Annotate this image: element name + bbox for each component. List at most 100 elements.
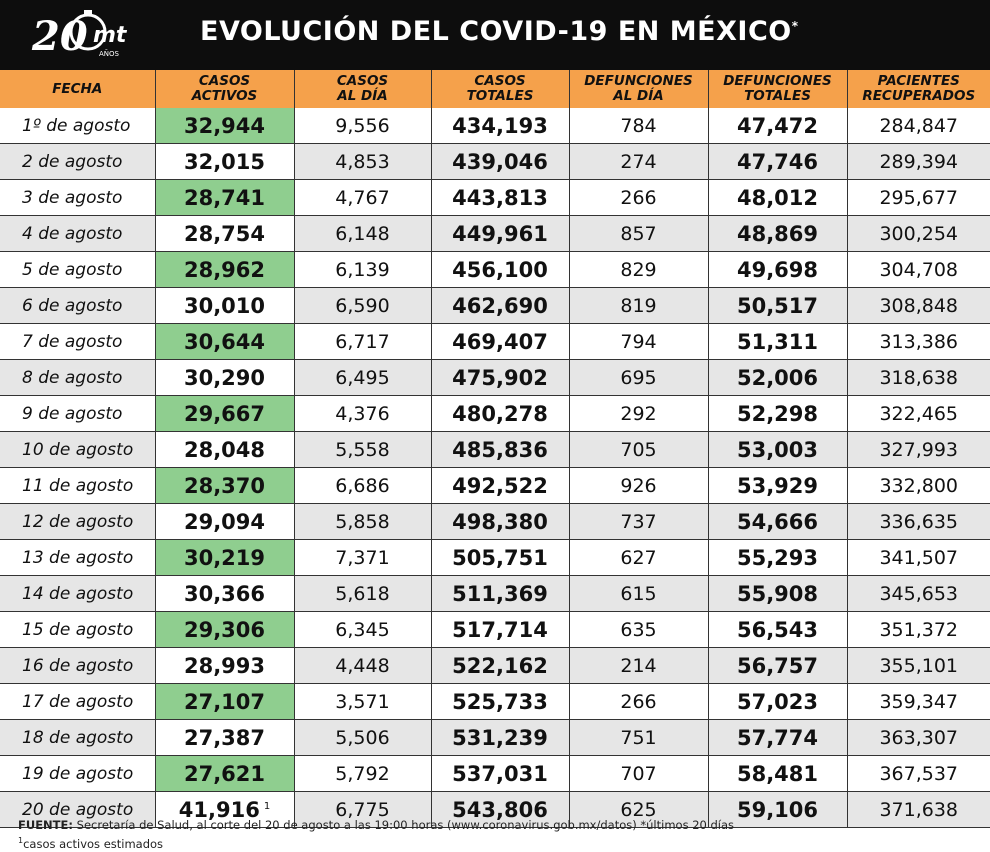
cell-value: 29,306 (184, 618, 265, 642)
cell-casos-totales: 475,902 (431, 360, 569, 396)
cell-defunciones-totales: 49,698 (708, 252, 847, 288)
cell-value: 292 (620, 403, 656, 425)
cell-value: 47,472 (737, 114, 818, 138)
cell-value: 47,746 (737, 150, 818, 174)
cell-value: 737 (620, 511, 656, 533)
cell-value: 6,717 (335, 331, 389, 353)
cell-casos-al-dia: 6,148 (294, 216, 431, 252)
cell-value: 3 de agosto (22, 188, 122, 208)
cell-value: 5,792 (335, 763, 389, 785)
cell-fecha: 12 de agosto (0, 504, 155, 540)
column-header-line: DEFUNCIONES (570, 74, 708, 89)
cell-value: 29,094 (184, 510, 265, 534)
cell-casos-al-dia: 7,371 (294, 540, 431, 576)
cell-value: 13 de agosto (22, 548, 133, 568)
cell-value: 7,371 (335, 547, 389, 569)
cell-casos-activos: 28,048 (155, 432, 294, 468)
cell-casos-activos: 30,010 (155, 288, 294, 324)
cell-value: 30,219 (184, 546, 265, 570)
estimate-marker: 1 (264, 801, 270, 812)
cell-casos-activos: 30,644 (155, 324, 294, 360)
cell-defunciones-al-dia: 926 (569, 468, 708, 504)
column-header-fecha: FECHA (0, 70, 155, 108)
cell-defunciones-totales: 52,006 (708, 360, 847, 396)
cell-value: 443,813 (452, 186, 548, 210)
cell-value: 525,733 (452, 690, 548, 714)
cell-fecha: 7 de agosto (0, 324, 155, 360)
cell-pacientes-recuperados: 355,101 (847, 648, 990, 684)
cell-value: 4,448 (335, 655, 389, 677)
cell-casos-totales: 492,522 (431, 468, 569, 504)
cell-fecha: 13 de agosto (0, 540, 155, 576)
cell-value: 475,902 (452, 366, 548, 390)
title-mark: * (792, 19, 799, 33)
cell-value: 5,858 (335, 511, 389, 533)
cell-value: 829 (620, 259, 656, 281)
cell-casos-totales: 505,751 (431, 540, 569, 576)
cell-defunciones-totales: 53,929 (708, 468, 847, 504)
cell-value: 49,698 (737, 258, 818, 282)
cell-value: 11 de agosto (22, 476, 133, 496)
cell-defunciones-totales: 58,481 (708, 756, 847, 792)
cell-casos-totales: 439,046 (431, 144, 569, 180)
cell-casos-totales: 469,407 (431, 324, 569, 360)
cell-value: 30,366 (184, 582, 265, 606)
cell-fecha: 8 de agosto (0, 360, 155, 396)
column-header-line: AL DÍA (295, 89, 431, 104)
cell-casos-totales: 511,369 (431, 576, 569, 612)
cell-value: 56,543 (737, 618, 818, 642)
cell-pacientes-recuperados: 322,465 (847, 396, 990, 432)
cell-fecha: 3 de agosto (0, 180, 155, 216)
cell-value: 16 de agosto (22, 656, 133, 676)
cell-value: 55,908 (737, 582, 818, 606)
cell-value: 52,298 (737, 402, 818, 426)
cell-defunciones-totales: 48,869 (708, 216, 847, 252)
cell-fecha: 16 de agosto (0, 648, 155, 684)
cell-fecha: 9 de agosto (0, 396, 155, 432)
cell-pacientes-recuperados: 318,638 (847, 360, 990, 396)
cell-value: 511,369 (452, 582, 548, 606)
cell-value: 313,386 (879, 331, 958, 353)
cell-casos-activos: 28,741 (155, 180, 294, 216)
cell-value: 30,010 (184, 294, 265, 318)
logo-number: 20 (31, 13, 88, 60)
cell-value: 5 de agosto (22, 260, 122, 280)
cell-casos-al-dia: 6,686 (294, 468, 431, 504)
cell-value: 517,714 (452, 618, 548, 642)
cell-fecha: 17 de agosto (0, 684, 155, 720)
cell-value: 705 (620, 439, 656, 461)
cell-defunciones-al-dia: 695 (569, 360, 708, 396)
cell-value: 6,139 (335, 259, 389, 281)
column-header-line: RECUPERADOS (848, 89, 990, 104)
cell-value: 351,372 (879, 619, 958, 641)
cell-defunciones-totales: 54,666 (708, 504, 847, 540)
cell-value: 627 (620, 547, 656, 569)
cell-defunciones-totales: 55,293 (708, 540, 847, 576)
cell-casos-al-dia: 4,376 (294, 396, 431, 432)
cell-casos-al-dia: 6,590 (294, 288, 431, 324)
cell-pacientes-recuperados: 363,307 (847, 720, 990, 756)
cell-value: 6,495 (335, 367, 389, 389)
cell-value: 48,012 (737, 186, 818, 210)
cell-value: 18 de agosto (22, 728, 133, 748)
cell-casos-al-dia: 9,556 (294, 108, 431, 144)
cell-value: 434,193 (452, 114, 548, 138)
cell-casos-activos: 28,370 (155, 468, 294, 504)
cell-value: 51,311 (737, 330, 818, 354)
cell-casos-totales: 462,690 (431, 288, 569, 324)
cell-casos-totales: 517,714 (431, 612, 569, 648)
cell-value: 505,751 (452, 546, 548, 570)
cell-casos-totales: 522,162 (431, 648, 569, 684)
cell-pacientes-recuperados: 304,708 (847, 252, 990, 288)
logo-brand: mt (93, 23, 128, 48)
cell-value: 1º de agosto (22, 116, 130, 136)
cell-casos-totales: 480,278 (431, 396, 569, 432)
column-header-line: TOTALES (432, 89, 569, 104)
cell-value: 819 (620, 295, 656, 317)
